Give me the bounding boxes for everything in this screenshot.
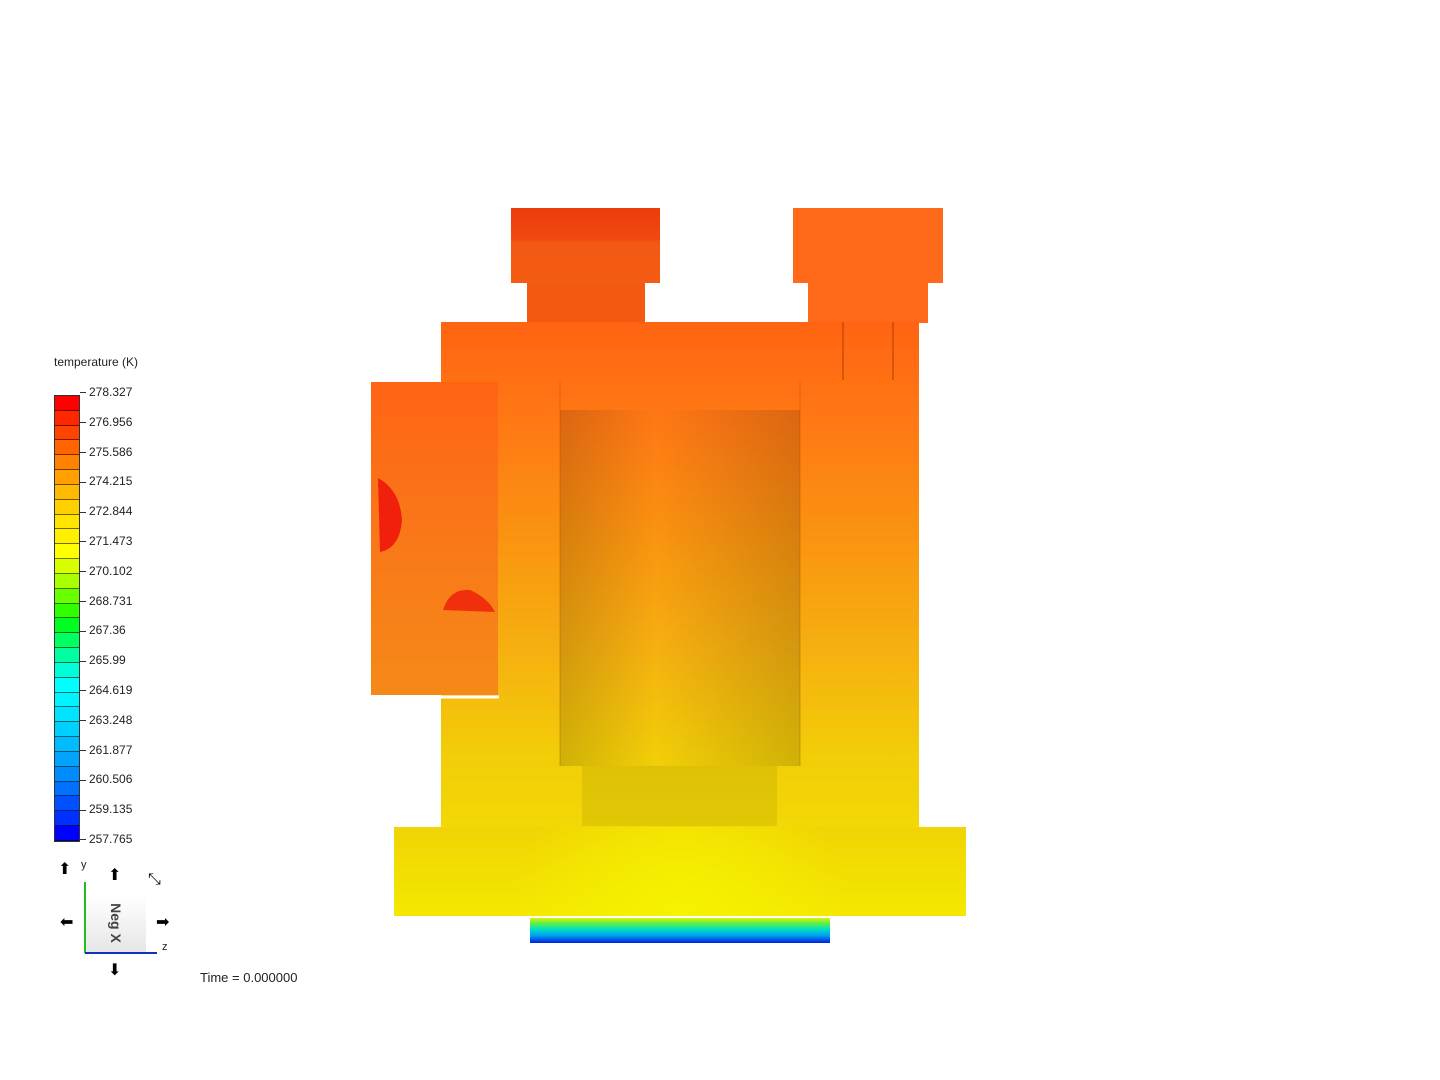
- legend-band: [55, 455, 79, 471]
- legend-tick-label: 271.473: [80, 534, 132, 548]
- view-label: Neg X: [108, 903, 124, 943]
- legend-band: [55, 514, 79, 530]
- legend-band: [55, 470, 79, 485]
- legend-band: [55, 618, 79, 634]
- legend-band: [55, 692, 79, 708]
- inner-cylinder: [560, 410, 800, 766]
- arrow-down-icon[interactable]: ⬇: [108, 962, 122, 979]
- inner-cylinder-lower: [582, 766, 777, 826]
- legend-band: [55, 588, 79, 604]
- legend-tick-label: 267.36: [80, 623, 126, 637]
- time-label: Time = 0.000000: [200, 970, 298, 985]
- legend-band: [55, 425, 79, 441]
- legend-band: [55, 544, 79, 560]
- z-axis-line: [85, 952, 157, 954]
- legend-band: [55, 811, 79, 827]
- legend-tick-label: 260.506: [80, 772, 132, 786]
- legend-band: [55, 781, 79, 797]
- legend-band: [55, 529, 79, 545]
- model-geometry: [371, 208, 966, 943]
- arrow-right-icon[interactable]: ➡: [156, 914, 170, 931]
- legend-band: [55, 707, 79, 723]
- rotate-diagonal-icon[interactable]: ⤡: [148, 871, 161, 888]
- top-left-neck: [527, 283, 645, 323]
- legend-tick-label: 259.135: [80, 802, 132, 816]
- legend-band: [55, 722, 79, 738]
- bottom-outlet: [530, 918, 830, 943]
- top-left-cap: [511, 208, 660, 283]
- legend-band: [55, 440, 79, 456]
- legend-band: [55, 677, 79, 693]
- legend-tick-label: 265.99: [80, 653, 126, 667]
- legend-band: [55, 662, 79, 678]
- legend-band: [55, 751, 79, 767]
- legend-band: [55, 396, 79, 411]
- y-axis-label: y: [81, 859, 87, 871]
- legend-band: [55, 559, 79, 574]
- hot-spot-left: [378, 478, 402, 552]
- legend-tick-label: 275.586: [80, 445, 132, 459]
- legend-tick-label: 270.102: [80, 564, 132, 578]
- color-bar: [54, 395, 80, 842]
- arrow-up-icon[interactable]: ⬆: [108, 867, 122, 884]
- legend-band: [55, 633, 79, 649]
- rotate-up-left-icon[interactable]: ⬆: [58, 861, 72, 878]
- legend-band: [55, 766, 79, 782]
- z-axis-label: z: [162, 941, 168, 953]
- legend-band: [55, 410, 79, 426]
- legend-tick-label: 261.877: [80, 743, 132, 757]
- legend-band: [55, 737, 79, 752]
- legend-tick-label: 257.765: [80, 832, 132, 846]
- legend-band: [55, 484, 79, 500]
- hot-spot-mid: [443, 589, 495, 612]
- legend-band: [55, 796, 79, 812]
- top-right-neck: [808, 283, 928, 323]
- legend-title: temperature (K): [54, 355, 139, 369]
- view-cube-face[interactable]: [86, 895, 146, 952]
- legend-band: [55, 573, 79, 589]
- legend-band: [55, 648, 79, 663]
- legend-tick-label: 264.619: [80, 683, 132, 697]
- legend-tick-label: 278.327: [80, 385, 132, 399]
- legend-tick-label: 274.215: [80, 474, 132, 488]
- arrow-left-icon[interactable]: ⬅: [60, 914, 74, 931]
- legend-tick-label: 276.956: [80, 415, 132, 429]
- y-axis-line: [84, 882, 86, 953]
- legend-tick-label: 272.844: [80, 504, 132, 518]
- legend-band: [55, 826, 79, 841]
- legend-band: [55, 499, 79, 515]
- legend-band: [55, 603, 79, 619]
- legend-tick-label: 263.248: [80, 713, 132, 727]
- legend-tick-label: 268.731: [80, 594, 132, 608]
- top-right-cap: [793, 208, 943, 283]
